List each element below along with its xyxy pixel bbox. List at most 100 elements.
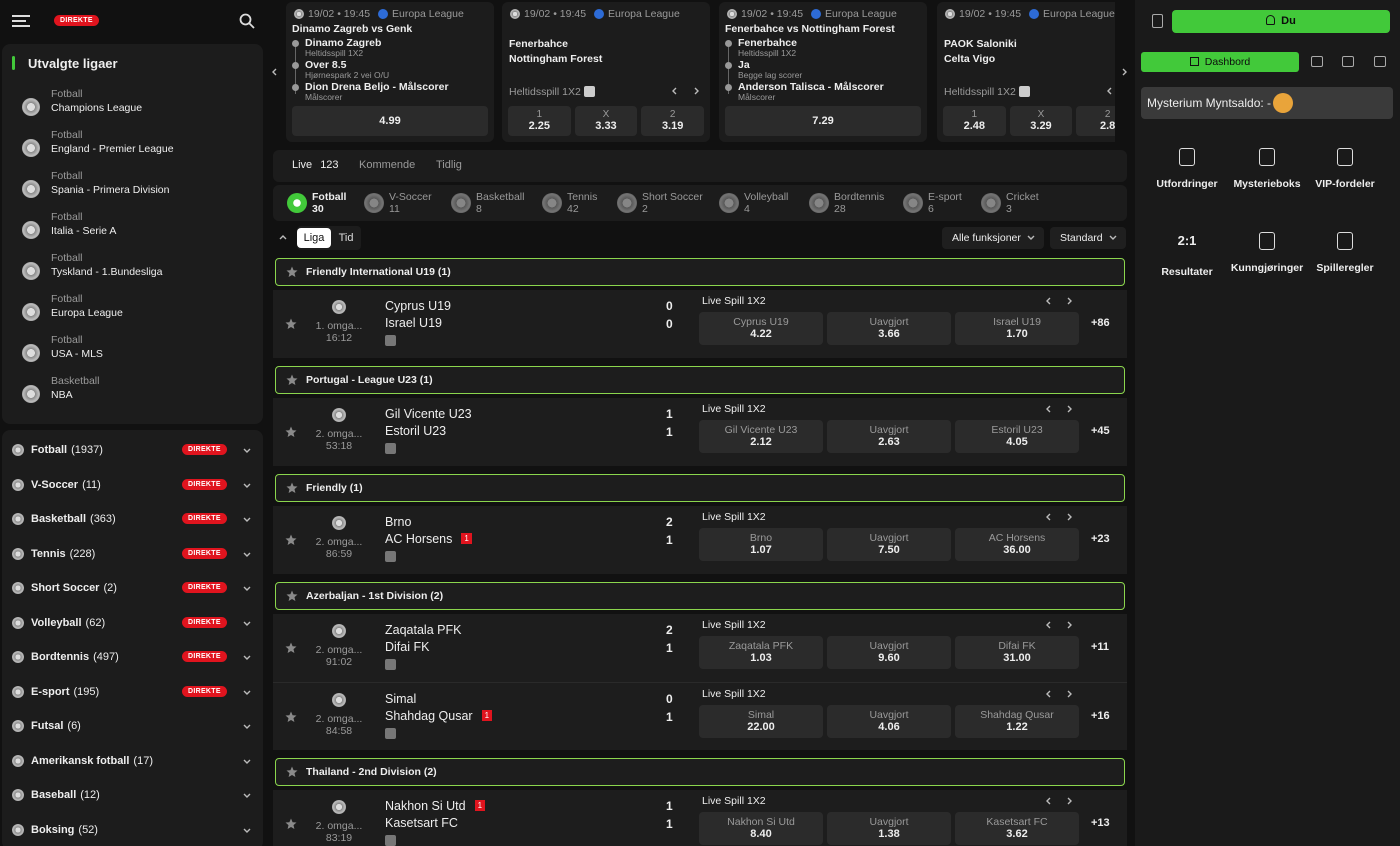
sport-filter-item[interactable]: Volleyball 4 [719,190,809,216]
expand-chevron[interactable] [242,653,252,663]
more-markets[interactable]: +45 [1091,425,1110,437]
more-markets[interactable]: +11 [1091,641,1110,653]
odds-prev[interactable] [1044,689,1054,699]
sport-filter-item[interactable]: Tennis 42 [542,190,632,216]
odds-next[interactable] [1064,404,1074,414]
expand-chevron[interactable] [242,584,252,594]
tab[interactable]: Tidlig [436,159,462,171]
more-markets[interactable]: +86 [1091,317,1110,329]
betslip-icon[interactable] [1152,14,1163,28]
favorite-star[interactable] [285,534,297,546]
tab[interactable]: Kommende [359,159,415,171]
odds-button[interactable]: Kasetsart FC 3.62 [955,812,1079,845]
odds-button[interactable]: Israel U19 1.70 [955,312,1079,345]
sport-link[interactable]: V-Soccer (11) DIREKTE [2,471,263,501]
user-button[interactable]: Du [1172,10,1390,33]
favorite-star[interactable] [285,318,297,330]
odds-prev[interactable] [1105,86,1115,96]
league-link[interactable]: Fotball Champions League [2,86,263,124]
sport-link[interactable]: E-sport (195) DIREKTE [2,678,263,708]
sport-filter-item[interactable]: E-sport 6 [903,190,993,216]
sport-filter-item[interactable]: V-Soccer 11 [364,190,454,216]
expand-chevron[interactable] [242,722,252,732]
expand-chevron[interactable] [242,550,252,560]
menu-button[interactable] [12,14,30,28]
tab[interactable]: Live 123 [292,159,339,171]
odds-button[interactable]: 4.99 [292,106,488,136]
odds-next[interactable] [1064,796,1074,806]
league-link[interactable]: Fotball Tyskland - 1.Bundesliga [2,250,263,288]
league-link[interactable]: Fotball Spania - Primera Division [2,168,263,206]
sport-filter-item[interactable]: Basketball 8 [451,190,541,216]
more-markets[interactable]: +16 [1091,710,1110,722]
sport-link[interactable]: Tennis (228) DIREKTE [2,540,263,570]
odds-button[interactable]: 1 2.25 [508,106,571,136]
favorite-star[interactable] [285,818,297,830]
league-header[interactable]: Friendly International U19 (1) [275,258,1125,286]
favorite-star[interactable] [285,642,297,654]
strip-prev[interactable] [270,67,280,77]
sport-filter-item[interactable]: Cricket 3 [981,190,1071,216]
panel-tab-icon[interactable] [1311,56,1323,67]
odds-prev[interactable] [1044,796,1054,806]
odds-prev[interactable] [1044,620,1054,630]
odds-button[interactable]: Gil Vicente U23 2.12 [699,420,823,453]
odds-next[interactable] [1064,512,1074,522]
dashboard-tile[interactable]: Utfordringer [1147,146,1227,206]
league-header[interactable]: Friendly (1) [275,474,1125,502]
odds-button[interactable]: 2 2.8 [1076,106,1115,136]
sport-link[interactable]: Fotball (1937) DIREKTE [2,436,263,466]
sport-link[interactable]: Bordtennis (497) DIREKTE [2,643,263,673]
odds-next[interactable] [1064,689,1074,699]
odds-button[interactable]: Uavgjort 7.50 [827,528,951,561]
search-button[interactable] [239,13,255,29]
favorite-star[interactable] [285,426,297,438]
odds-button[interactable]: Shahdag Qusar 1.22 [955,705,1079,738]
odds-button[interactable]: X 3.33 [574,106,638,136]
sport-link[interactable]: Basketball (363) DIREKTE [2,505,263,535]
odds-button[interactable]: 2 3.19 [641,106,704,136]
expand-chevron[interactable] [242,791,252,801]
expand-chevron[interactable] [242,688,252,698]
expand-chevron[interactable] [242,515,252,525]
favorite-star[interactable] [285,711,297,723]
dashboard-tile[interactable]: Kunngjøringer [1227,230,1307,290]
strip-next[interactable] [1119,67,1129,77]
sport-link[interactable]: Amerikansk fotball (17) [2,747,263,777]
expand-chevron[interactable] [242,619,252,629]
sport-link[interactable]: Boksing (52) [2,816,263,846]
odds-button[interactable]: Estoril U23 4.05 [955,420,1079,453]
expand-chevron[interactable] [242,826,252,836]
odds-prev[interactable] [1044,512,1054,522]
dashboard-tab[interactable]: Dashbord [1141,52,1299,72]
sport-filter-item[interactable]: Short Soccer 2 [617,190,707,216]
expand-chevron[interactable] [242,446,252,456]
odds-prev[interactable] [1044,404,1054,414]
league-link[interactable]: Fotball Italia - Serie A [2,209,263,247]
odds-button[interactable]: Simal 22.00 [699,705,823,738]
odds-button[interactable]: Brno 1.07 [699,528,823,561]
sport-link[interactable]: Baseball (12) [2,781,263,811]
league-header[interactable]: Azerbaljan - 1st Division (2) [275,582,1125,610]
league-header[interactable]: Portugal - League U23 (1) [275,366,1125,394]
league-link[interactable]: Basketball NBA [2,373,263,411]
sport-link[interactable]: Volleyball (62) DIREKTE [2,609,263,639]
sport-link[interactable]: Futsal (6) [2,712,263,742]
dashboard-tile[interactable]: 2:1 Resultater [1147,230,1227,290]
collapse-all[interactable] [278,233,288,243]
odds-prev[interactable] [1044,296,1054,306]
odds-button[interactable]: Uavgjort 1.38 [827,812,951,845]
league-link[interactable]: Fotball Europa League [2,291,263,329]
dropdown[interactable]: Alle funksjoner [942,227,1044,249]
sport-link[interactable]: Short Soccer (2) DIREKTE [2,574,263,604]
league-header[interactable]: Thailand - 2nd Division (2) [275,758,1125,786]
panel-tab-icon[interactable] [1342,56,1354,67]
odds-button[interactable]: 1 2.48 [943,106,1006,136]
odds-button[interactable]: Nakhon Si Utd 8.40 [699,812,823,845]
sort-option[interactable]: Liga [297,228,331,248]
sport-filter-item[interactable]: Fotball 30 [287,190,377,216]
odds-button[interactable]: Uavgjort 3.66 [827,312,951,345]
panel-tab-icon[interactable] [1374,56,1386,67]
dashboard-tile[interactable]: Mysterieboks [1227,146,1307,206]
more-markets[interactable]: +13 [1091,817,1110,829]
